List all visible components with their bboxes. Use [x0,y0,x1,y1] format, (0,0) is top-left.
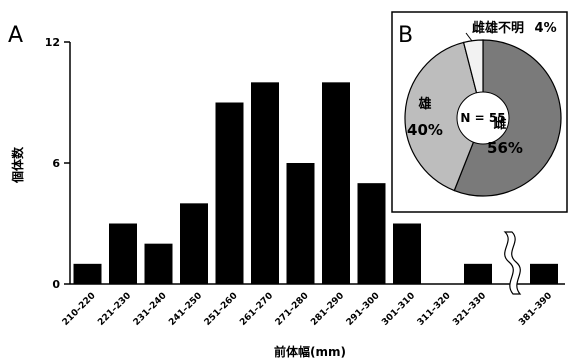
slice-percent-unknown: 4% [535,21,557,36]
x-tick-label: 251–260 [203,291,240,328]
bar-261–270 [251,82,279,284]
x-tick-label: 321–330 [451,291,488,328]
slice-label-unknown-text: 雌雄不明 [472,20,524,36]
axis-break-mark [503,231,522,295]
y-tick-label: 12 [45,36,60,49]
slice-label-unknown: 雌雄不明 4% [472,20,557,36]
x-tick-label: 231–240 [132,291,169,328]
x-tick-label: 301–310 [380,291,417,328]
bar-series [73,82,558,284]
y-tick-group: 0 6 12 [45,36,70,291]
y-tick-label: 6 [52,157,60,170]
pie-slice-male [404,41,484,192]
x-tick-label: 281–290 [309,291,346,328]
pie-center-hole [456,91,510,145]
slice-percent-male: 40% [407,121,443,139]
y-axis-title: 個体数 [10,146,25,184]
x-tick-label: 221–230 [96,291,133,328]
bar-210–220 [73,263,102,284]
bar-321–330 [464,263,492,284]
x-tick-label: 261–270 [238,291,275,328]
y-tick-label: 0 [52,278,60,291]
pie-center-label: N = 55 [460,111,505,125]
bar-241–250 [180,203,208,284]
unknown-leader-line [465,32,473,42]
bar-381–390 [530,263,558,284]
bar-291–300 [357,183,386,284]
bar-231–240 [144,243,173,284]
bar-301–310 [393,223,421,284]
x-tick-label: 381–390 [517,291,554,328]
x-tick-label: 241–250 [167,291,204,328]
bar-281–290 [322,82,350,284]
x-tick-label: 311–320 [416,291,453,328]
slice-label-male: 雄 [417,96,431,112]
x-tick-label: 271–280 [274,291,311,328]
x-tick-label: 291–300 [345,291,382,328]
bar-221–230 [109,223,137,284]
panel-a-letter: A [8,23,23,48]
x-axis-title: 前体幅(mm) [274,344,346,359]
bar-251–260 [215,102,244,284]
slice-label-female: 雌 [493,116,506,132]
slice-percent-female: 56% [487,139,523,157]
bar-271–280 [286,163,315,284]
category-label-group: 210–220221–230231–240241–250251–260261–2… [61,291,554,328]
panel-b-letter: B [398,23,413,48]
x-tick-label: 210–220 [61,291,98,328]
